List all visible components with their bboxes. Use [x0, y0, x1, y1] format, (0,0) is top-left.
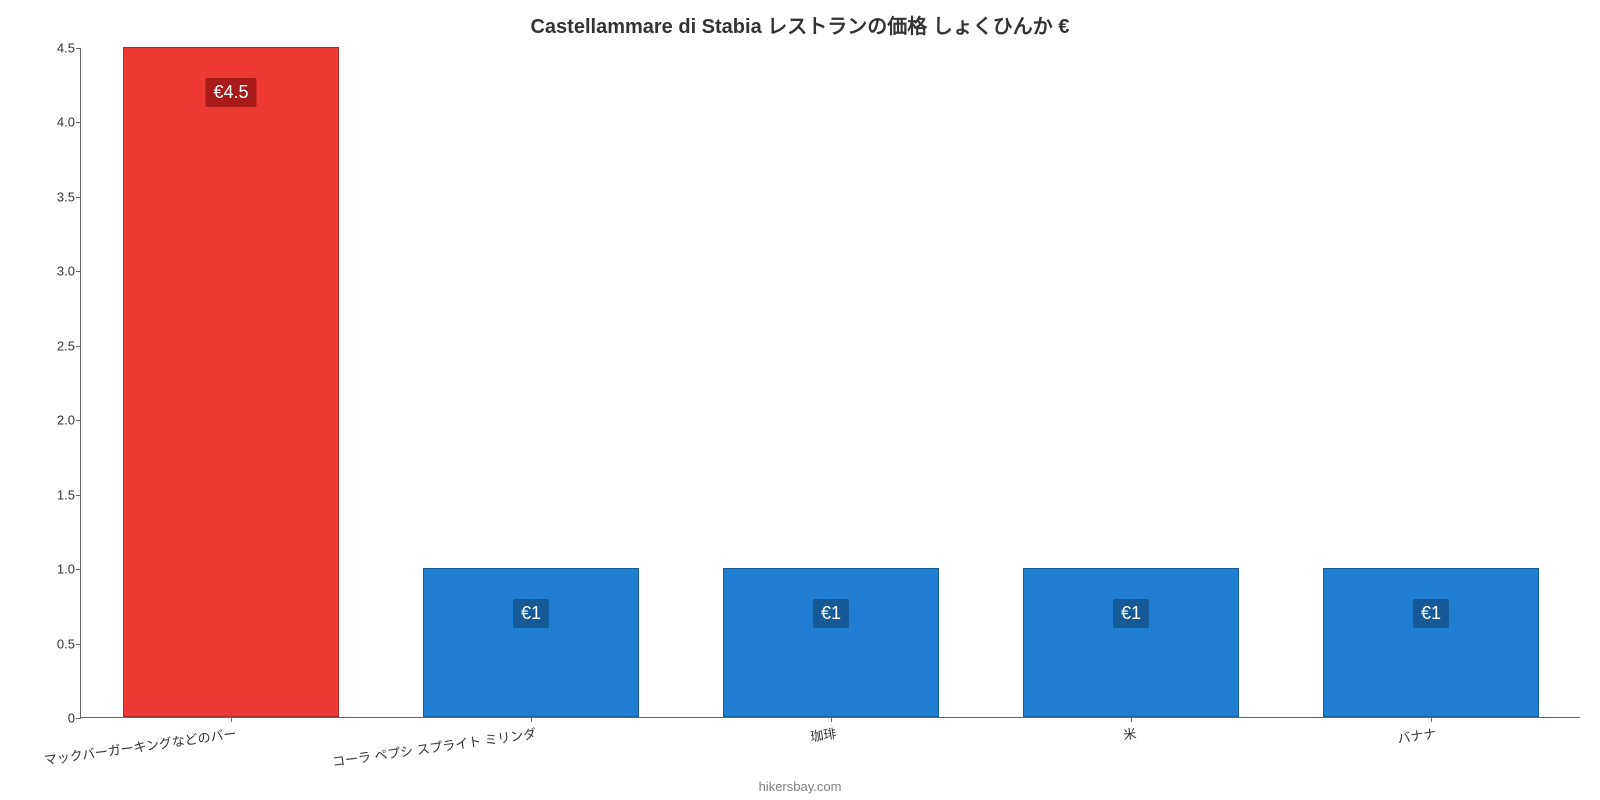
bar-value-label: €1 — [1413, 599, 1449, 628]
plot-area: 00.51.01.52.02.53.03.54.04.5€4.5マックバーガーキ… — [80, 48, 1580, 718]
y-tick-label: 2.0 — [57, 413, 81, 428]
x-tick-label: 米 — [1121, 717, 1137, 744]
y-tick-label: 1.0 — [57, 562, 81, 577]
chart-credit: hikersbay.com — [0, 779, 1600, 794]
y-tick-label: 4.0 — [57, 115, 81, 130]
y-tick-label: 0.5 — [57, 636, 81, 651]
bar: €1 — [1023, 568, 1239, 717]
bar: €4.5 — [123, 47, 339, 717]
y-tick-label: 3.5 — [57, 189, 81, 204]
bar-value-label: €1 — [513, 599, 549, 628]
bar: €1 — [1323, 568, 1539, 717]
bar-value-label: €1 — [1113, 599, 1149, 628]
bar: €1 — [423, 568, 639, 717]
price-bar-chart: Castellammare di Stabia レストランの価格 しょくひんか … — [0, 0, 1600, 800]
y-tick-label: 1.5 — [57, 487, 81, 502]
bar-value-label: €4.5 — [205, 78, 256, 107]
y-tick-label: 3.0 — [57, 264, 81, 279]
chart-title: Castellammare di Stabia レストランの価格 しょくひんか … — [0, 10, 1600, 39]
bar: €1 — [723, 568, 939, 717]
bar-value-label: €1 — [813, 599, 849, 628]
y-tick-label: 4.5 — [57, 41, 81, 56]
x-tick-label: バナナ — [1395, 717, 1437, 747]
x-tick-label: 珈琲 — [808, 717, 837, 745]
y-tick-label: 0 — [68, 711, 81, 726]
x-tick-label: コーラ ペプシ スプライト ミリンダ — [330, 717, 537, 770]
y-tick-label: 2.5 — [57, 338, 81, 353]
